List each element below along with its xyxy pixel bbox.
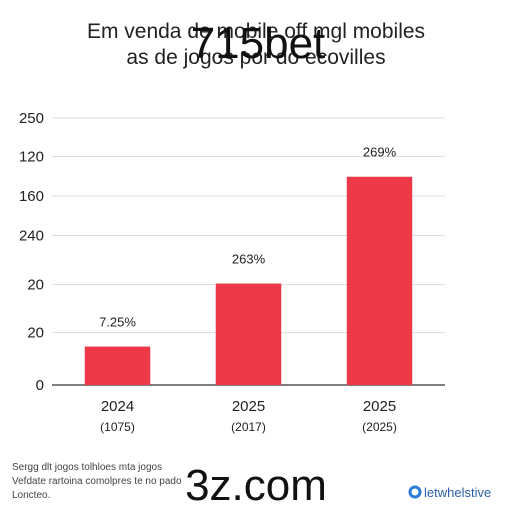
watermark: 715bet (191, 19, 326, 68)
footnote: Vefdate rartoina comolpres te no pado (12, 476, 182, 487)
footnote: Sergg dlt jogos tolhloes mta jogos (12, 462, 162, 473)
x-tick-label: 2025 (232, 398, 265, 415)
y-tick-label: 120 (19, 148, 44, 165)
brand: letwhelstive (424, 485, 491, 500)
footnote: Loncteo. (12, 490, 50, 501)
bar (215, 283, 282, 385)
bar-annotation: 7.25% (99, 315, 136, 330)
chart-title: Em venda de mobile off mgl mobiles (87, 20, 425, 43)
bar-annotation: 269% (363, 145, 397, 160)
y-tick-label: 20 (27, 325, 44, 342)
y-tick-label: 20 (27, 277, 44, 294)
x-tick-sublabel: (2017) (231, 420, 266, 434)
y-tick-label: 240 (19, 227, 44, 244)
bar-annotation: 263% (232, 252, 266, 267)
x-tick-sublabel: (1075) (100, 420, 135, 434)
chart-title: as de jogos por do ecovilles (126, 46, 385, 69)
bar (346, 176, 413, 385)
watermark: 3z.com (185, 461, 327, 510)
bar (84, 346, 151, 385)
y-tick-label: 0 (36, 377, 44, 394)
brand-logo (408, 485, 422, 499)
y-tick-label: 250 (19, 110, 44, 127)
y-tick-label: 160 (19, 188, 44, 205)
x-tick-label: 2024 (101, 398, 134, 415)
x-tick-label: 2025 (363, 398, 396, 415)
x-tick-sublabel: (2025) (362, 420, 397, 434)
